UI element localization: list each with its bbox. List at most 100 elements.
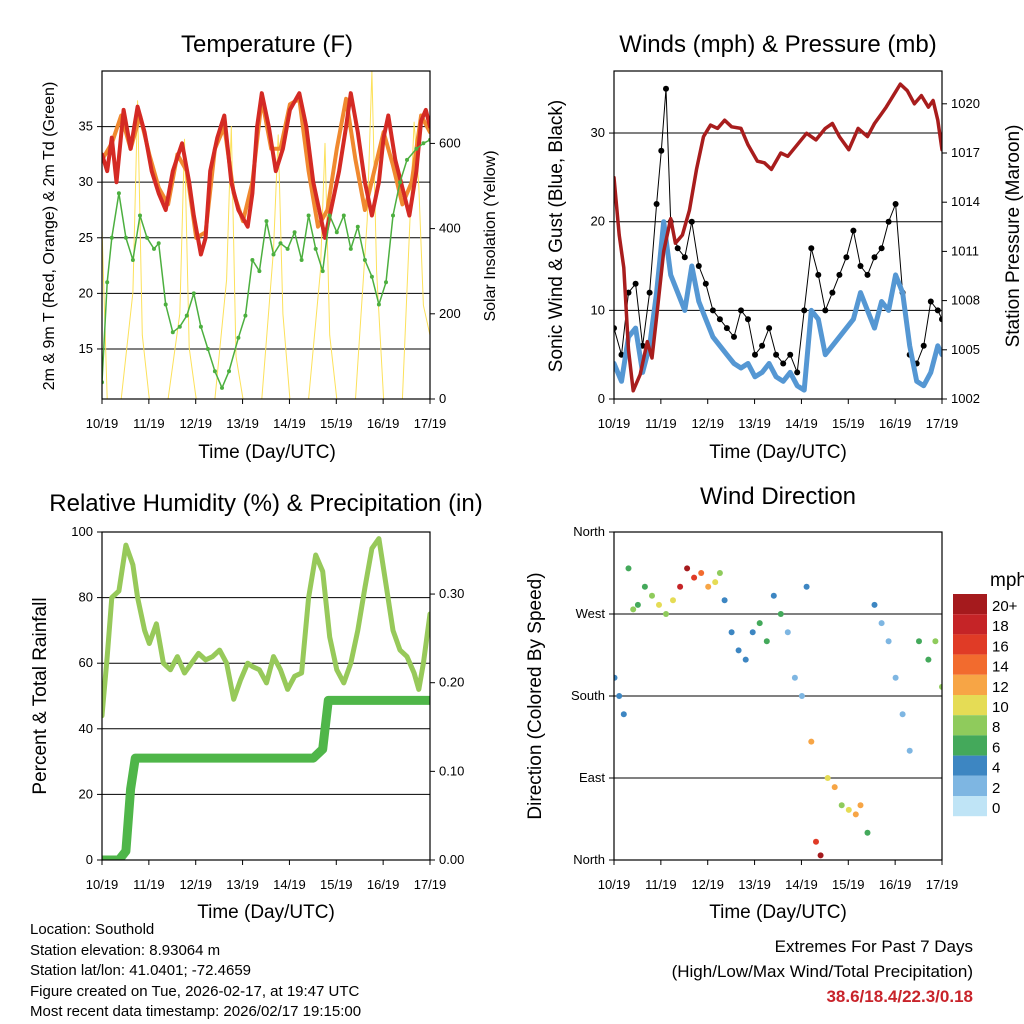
gust-point — [927, 298, 934, 305]
temp-ytick-label: 30 — [79, 174, 93, 189]
dewpoint-point — [123, 235, 128, 240]
dir-ytick-label: West — [576, 606, 606, 621]
direction-point — [803, 583, 810, 590]
dewpoint-point — [271, 252, 276, 257]
direction-point — [831, 784, 838, 791]
gust-point — [794, 369, 801, 376]
gust-point — [829, 289, 836, 296]
direction-point — [864, 829, 871, 836]
dewpoint-point — [156, 241, 161, 246]
dewpoint-point — [227, 369, 231, 374]
gust-point — [920, 342, 927, 349]
rh-xtick-label: 12/19 — [179, 877, 212, 892]
direction-point — [939, 683, 942, 690]
dewpoint-point — [292, 230, 297, 235]
rh-xtick-label: 11/19 — [133, 877, 165, 892]
legend-label: 14 — [992, 659, 1009, 676]
gust-point — [934, 307, 941, 314]
legend-title: mph — [990, 570, 1024, 591]
direction-point — [705, 583, 712, 590]
dewpoint-point — [355, 224, 360, 229]
dewpoint-point — [285, 246, 290, 251]
direction-point — [857, 802, 864, 809]
temperature-ylabel: 2m & 9m T (Red, Orange) & 2m Td (Green) — [41, 82, 58, 391]
direction-point — [885, 638, 892, 645]
pressure-line — [614, 82, 942, 393]
legend-label: 8 — [992, 719, 1000, 736]
gust-point — [808, 245, 815, 252]
wind-xtick-label: 16/19 — [879, 416, 912, 431]
temp-xtick-label: 12/19 — [179, 416, 212, 431]
dewpoint-point — [405, 157, 409, 162]
temp-y2tick-label: 600 — [439, 135, 461, 150]
gust-point — [850, 227, 857, 234]
direction-point — [871, 601, 878, 608]
gust-point — [681, 254, 688, 261]
temp-ytick-label: 25 — [79, 230, 93, 245]
direction-point — [824, 775, 831, 781]
temperature-panel: Temperature (F) Time (Day/UTC) 2m & 9m T… — [41, 31, 499, 463]
dewpoint-point — [177, 324, 182, 329]
rh-xtick-label: 10/19 — [86, 877, 119, 892]
gust-point — [653, 201, 660, 207]
precip-line — [102, 695, 430, 860]
temp-ytick-label: 35 — [79, 119, 93, 134]
wind-direction-ylabel: Direction (Colored By Speed) — [525, 572, 546, 819]
gust-point — [674, 245, 681, 252]
direction-point — [852, 811, 859, 818]
gust-point — [885, 218, 892, 225]
direction-point — [899, 711, 906, 718]
gust-point — [939, 316, 942, 323]
gust-point — [801, 307, 808, 314]
legend-label: 18 — [992, 618, 1009, 635]
wind-direction-title: Wind Direction — [700, 483, 856, 510]
direction-point — [784, 629, 791, 636]
wind-y2tick-label: 1005 — [951, 342, 980, 357]
temp-frame — [101, 70, 431, 400]
dewpoint-point — [145, 235, 149, 240]
dewpoint-point — [138, 213, 142, 218]
direction-point — [845, 806, 852, 813]
dewpoint-point — [384, 280, 388, 285]
wind-frame — [613, 70, 943, 400]
dewpoint-point — [130, 258, 135, 262]
rh-y2tick-label: 0.10 — [439, 763, 464, 778]
dewpoint-point — [341, 213, 346, 218]
legend-label: 12 — [992, 679, 1009, 696]
temp-xtick-label: 13/19 — [226, 416, 259, 431]
rh-y2tick-label: 0.30 — [439, 586, 464, 601]
dir-frame — [613, 531, 943, 861]
dewpoint-point — [313, 246, 318, 251]
direction-point — [634, 601, 641, 608]
humidity-precip-ylabel: Percent & Total Rainfall — [30, 597, 51, 794]
dewpoint-point — [264, 219, 269, 224]
wind-y2tick-label: 1014 — [951, 194, 980, 209]
insolation-line — [102, 71, 430, 399]
wind-ytick-label: 10 — [591, 302, 605, 317]
legend-swatch — [953, 654, 987, 675]
wind-xtick-label: 11/19 — [645, 416, 677, 431]
temperature-y2label: Solar Insolation (Yellow) — [482, 150, 499, 321]
dir-ytick-label: East — [579, 770, 605, 785]
gust-point — [864, 271, 871, 278]
dewpoint-point — [414, 146, 419, 151]
dewpoint-point — [306, 213, 311, 218]
rh-y2tick-label: 0.00 — [439, 852, 464, 867]
dir-xtick-label: 16/19 — [879, 877, 912, 892]
legend-swatch — [953, 634, 987, 655]
station-location: Location: Southold — [30, 921, 155, 938]
dir-xtick-label: 13/19 — [738, 877, 771, 892]
dewpoint-point — [191, 291, 196, 296]
direction-point — [817, 852, 824, 859]
dir-xtick-label: 17/19 — [926, 877, 959, 892]
gust-point — [695, 263, 702, 269]
dewpoint-point — [278, 241, 283, 246]
direction-point — [641, 583, 648, 590]
legend-label: 6 — [992, 739, 1000, 756]
rh-y2tick-label: 0.20 — [439, 675, 464, 690]
direction-point — [728, 629, 735, 636]
wind-pressure-y2label: Station Pressure (Maroon) — [1003, 125, 1024, 348]
wind-pressure-ylabel: Sonic Wind & Gust (Blue, Black) — [546, 100, 567, 372]
humidity-precip-title: Relative Humidity (%) & Precipitation (i… — [49, 490, 482, 517]
direction-point — [756, 620, 763, 627]
